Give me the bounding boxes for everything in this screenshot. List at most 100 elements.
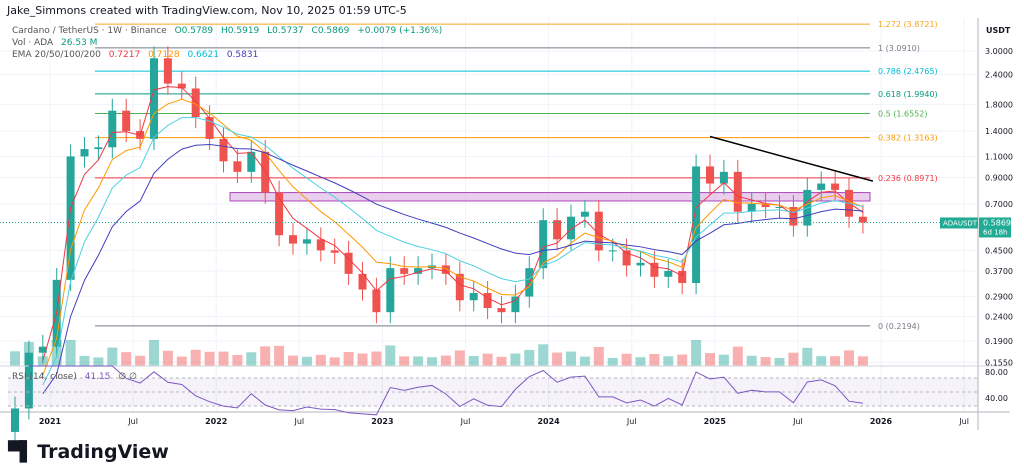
volume-bar xyxy=(149,340,159,366)
volume-bar xyxy=(802,347,813,366)
candle-body xyxy=(205,117,214,139)
fib-level-label: 0.786 (2.4765) xyxy=(878,67,938,76)
candle-body xyxy=(455,273,464,301)
volume-bar xyxy=(857,356,868,366)
candle-body xyxy=(706,166,714,184)
candle-body xyxy=(539,220,548,269)
volume-bar xyxy=(552,352,563,366)
volume-bar xyxy=(788,352,799,366)
x-tick-label: Jul xyxy=(460,417,471,426)
volume-bar xyxy=(190,349,201,366)
volume-bar xyxy=(705,353,715,366)
y-tick-label: 1.4000 xyxy=(985,127,1013,136)
rsi-extra: ∅ ∅ xyxy=(118,372,137,382)
candle-body xyxy=(11,408,19,432)
volume-bar xyxy=(593,346,604,366)
candle-body xyxy=(469,293,478,301)
volume-bar xyxy=(718,354,729,366)
candle-body xyxy=(636,262,645,266)
candle-body xyxy=(441,265,450,274)
candle-body xyxy=(66,156,75,280)
rsi-tick-label: 40.00 xyxy=(985,394,1008,403)
x-tick-label: Jul xyxy=(293,417,304,426)
fib-level-label: 1 (3.0910) xyxy=(878,44,920,53)
tradingview-logo: ▀▌ TradingView xyxy=(8,441,169,463)
volume-label: Vol · ADA xyxy=(12,38,54,48)
x-tick-label: 2025 xyxy=(704,417,727,426)
volume-bar xyxy=(343,351,354,366)
volume-bar xyxy=(566,351,576,366)
candle-body xyxy=(233,161,242,172)
price-tag-text: 0.5869 xyxy=(983,218,1011,227)
volume-bar xyxy=(65,340,76,366)
candle-body xyxy=(177,83,186,89)
candle-body xyxy=(344,252,353,274)
ema-line-50 xyxy=(42,98,864,376)
candle-body xyxy=(275,192,284,236)
logo-text: TradingView xyxy=(37,441,169,463)
candle-body xyxy=(150,58,158,139)
volume-bar xyxy=(93,357,104,366)
candle-body xyxy=(553,220,562,240)
y-tick-label: 1.8000 xyxy=(985,101,1013,110)
candle-body xyxy=(692,166,701,283)
candle-body xyxy=(358,273,367,290)
candle-body xyxy=(330,250,339,253)
fib-level-label: 0 (0.2194) xyxy=(878,322,920,331)
volume-bar xyxy=(204,351,215,366)
fib-level-label: 0.236 (0.8971) xyxy=(878,174,938,183)
currency-label: USDT xyxy=(986,26,1011,35)
volume-bar xyxy=(607,358,618,366)
ema-label: EMA 20/50/100/200 xyxy=(12,50,101,60)
countdown-text: 6d 18h xyxy=(983,228,1007,236)
rsi-tick-label: 80.00 xyxy=(985,368,1008,377)
y-tick-label: 0.1550 xyxy=(985,358,1013,367)
x-tick-label: 2021 xyxy=(39,417,62,426)
volume-bar xyxy=(844,350,854,366)
volume-bar xyxy=(649,353,660,366)
x-tick-label: Jul xyxy=(626,417,637,426)
volume-bar xyxy=(399,356,410,366)
x-tick-label: 2024 xyxy=(537,417,560,426)
fib-level-label: 0.382 (1.3163) xyxy=(878,134,938,143)
volume-bar xyxy=(121,352,132,366)
volume-bar xyxy=(677,354,688,366)
volume-bar xyxy=(774,358,785,366)
candle-body xyxy=(414,268,423,274)
high-value: H0.5919 xyxy=(221,26,260,36)
volume-bar xyxy=(746,355,757,366)
candle-body xyxy=(38,346,47,353)
candle-body xyxy=(191,88,200,118)
volume-bar xyxy=(621,353,632,366)
candle-body xyxy=(511,296,520,313)
ema-legend: EMA 20/50/100/200 0.7217 0.7128 0.6621 0… xyxy=(12,50,263,60)
rsi-line xyxy=(28,365,863,416)
volume-bar xyxy=(357,353,368,366)
candle-body xyxy=(24,352,33,409)
x-tick-label: 2022 xyxy=(205,417,227,426)
candle-body xyxy=(497,308,506,313)
volume-bar xyxy=(830,356,841,366)
volume-bar xyxy=(524,349,535,366)
volume-bar xyxy=(79,355,90,366)
candle-body xyxy=(219,138,228,162)
volume-bar xyxy=(635,357,646,366)
candle-body xyxy=(400,268,409,274)
candle-body xyxy=(316,239,325,251)
y-tick-label: 0.9000 xyxy=(985,174,1013,183)
ema200-value: 0.5831 xyxy=(226,50,259,60)
candle-body xyxy=(163,58,172,84)
candle-body xyxy=(386,268,395,313)
open-value: O0.5789 xyxy=(174,26,214,36)
price-tag xyxy=(979,217,1011,238)
change-value: +0.0079 (+1.36%) xyxy=(357,26,443,36)
volume-bar xyxy=(135,355,146,366)
volume-legend: Vol · ADA 26.53 M xyxy=(12,38,102,48)
rsi-legend: RSI (14, close) 41.15 ∅ ∅ xyxy=(12,372,142,382)
volume-bar xyxy=(427,357,437,366)
candle-body xyxy=(831,183,840,190)
low-value: L0.5737 xyxy=(267,26,304,36)
candle-body xyxy=(567,216,575,240)
volume-bar xyxy=(691,340,702,366)
